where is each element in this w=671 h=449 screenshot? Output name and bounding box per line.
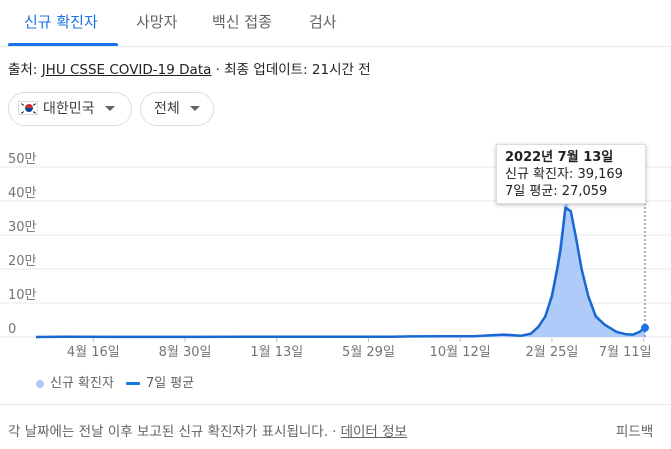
tab-tests[interactable]: 검사 [309, 13, 337, 31]
chart-tooltip: 2022년 7월 13일 신규 확진자: 39,169 7일 평균: 27,05… [496, 144, 646, 204]
legend-line-label: 7일 평균 [145, 376, 195, 391]
korea-flag-icon [18, 101, 38, 115]
data-info-link[interactable]: 데이터 정보 [340, 424, 407, 440]
x-tick-label: 2월 25일 [525, 345, 578, 360]
y-tick-label: 20만 [8, 254, 37, 269]
hover-dot [641, 323, 649, 332]
x-tick-label: 8월 30일 [159, 345, 212, 360]
tooltip-avg-value: 27,059 [561, 184, 608, 199]
seven-day-average-line [35, 206, 646, 339]
tab-vaccinations[interactable]: 백신 접종 [212, 13, 272, 31]
legend-bars-label: 신규 확진자 [50, 376, 114, 391]
chevron-down-icon [189, 105, 200, 111]
x-tick-label: 10월 12일 [430, 345, 491, 360]
last-updated: · 최종 업데이트: 21시간 전 [211, 62, 371, 78]
y-tick-label: 50만 [8, 152, 37, 167]
chevron-down-icon [104, 105, 115, 111]
x-tick-label: 5월 29일 [342, 345, 395, 360]
source-line: 출처: JHU CSSE COVID-19 Data · 최종 업데이트: 21… [8, 58, 371, 78]
x-tick-label: 4월 16일 [67, 345, 120, 360]
legend-line-swatch [125, 382, 140, 385]
active-tab-indicator [8, 43, 118, 46]
tab-deaths[interactable]: 사망자 [136, 13, 178, 31]
footer-note-text: 각 날짜에는 전날 이후 보고된 신규 확진자가 표시됩니다. · [8, 424, 337, 440]
tab-bar: 신규 확진자 사망자 백신 접종 검사 [0, 0, 671, 47]
range-dropdown-label: 전체 [154, 101, 180, 117]
legend-bars-swatch [36, 379, 44, 388]
y-tick-label: 10만 [8, 288, 37, 303]
tooltip-cases-label: 신규 확진자: [505, 167, 578, 182]
source-link[interactable]: JHU CSSE COVID-19 Data [41, 62, 212, 78]
range-dropdown[interactable]: 전체 [140, 92, 214, 126]
y-tick-label: 40만 [8, 186, 37, 201]
country-dropdown-label: 대한민국 [43, 101, 95, 117]
footer-divider [0, 404, 671, 405]
y-tick-label: 0 [8, 322, 16, 337]
source-prefix: 출처: [8, 62, 42, 78]
x-tick-label: 1월 13일 [250, 345, 303, 360]
cases-area [36, 197, 645, 337]
footer-note: 각 날짜에는 전날 이후 보고된 신규 확진자가 표시됩니다. · 데이터 정보 [8, 420, 407, 440]
tooltip-avg-label: 7일 평균: [505, 184, 562, 199]
tab-new-cases[interactable]: 신규 확진자 [24, 13, 98, 31]
feedback-link[interactable]: 피드백 [616, 424, 654, 440]
tooltip-cases-value: 39,169 [577, 167, 623, 182]
y-tick-label: 30만 [8, 220, 37, 235]
cases-chart[interactable]: 0 10만 20만 30만 40만 50만 4월 16일 8월 30일 1월 13일 5월 29… [0, 140, 671, 365]
chart-legend: 신규 확진자 7일 평균 [36, 372, 194, 391]
x-tick-label: 7월 11일 [599, 345, 652, 360]
country-dropdown[interactable]: 대한민국 [8, 92, 132, 126]
tooltip-date: 2022년 7월 13일 [505, 150, 614, 165]
